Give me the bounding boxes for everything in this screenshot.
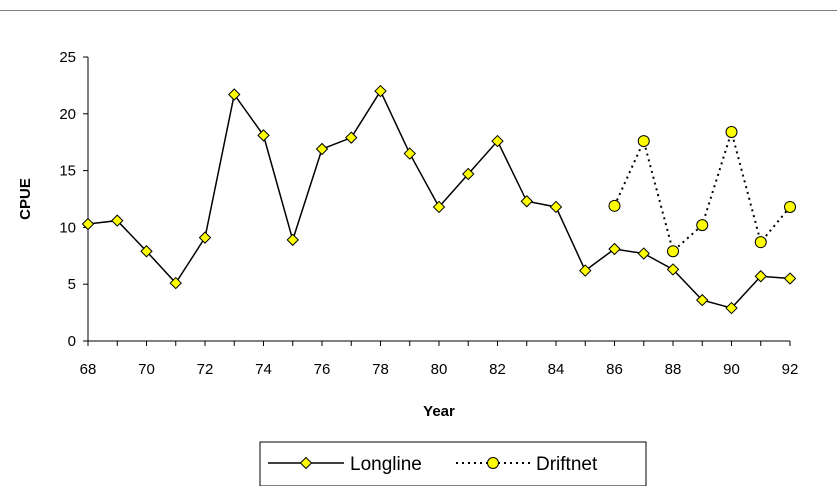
driftnet-point — [725, 125, 738, 138]
y-tick-label: 25 — [59, 49, 76, 66]
driftnet-point — [667, 245, 679, 258]
x-tick-label: 74 — [255, 361, 272, 378]
x-tick-label: 68 — [80, 361, 97, 378]
longline-point — [286, 233, 299, 247]
legend-items: Longline Driftnet — [268, 454, 598, 475]
longline-point — [754, 270, 767, 283]
longline-point — [81, 217, 95, 231]
legend-driftnet-swatch-marker — [487, 457, 499, 469]
longline-point — [257, 129, 270, 142]
longline-point — [608, 242, 621, 256]
x-tick-label: 80 — [431, 361, 448, 378]
legend-driftnet-label: Driftnet — [536, 454, 598, 475]
y-tick-label: 15 — [59, 163, 76, 180]
driftnet-point — [784, 200, 796, 213]
axes — [87, 57, 790, 342]
longline-point — [228, 88, 241, 101]
legend: Longline Driftnet — [259, 441, 647, 486]
x-tick-label: 88 — [665, 361, 682, 378]
series-markers — [81, 84, 797, 315]
x-axis-title: Year — [423, 403, 455, 420]
longline-point — [140, 245, 153, 258]
legend-box — [259, 441, 647, 486]
longline-point — [315, 142, 329, 156]
longline-point — [403, 147, 416, 160]
x-tick-label: 78 — [372, 361, 389, 378]
longline-point — [783, 272, 797, 285]
longline-series-line — [87, 89, 791, 309]
y-tick-label: 10 — [59, 219, 76, 236]
x-tick-label: 86 — [606, 361, 623, 378]
driftnet-point — [696, 219, 709, 232]
y-tick-label: 20 — [59, 106, 76, 123]
longline-point — [491, 134, 504, 148]
legend-longline-label: Longline — [350, 454, 422, 475]
longline-point — [169, 276, 182, 290]
longline-point — [696, 293, 709, 307]
longline-point — [520, 195, 533, 208]
longline-point — [111, 214, 124, 227]
longline-point — [462, 167, 475, 181]
legend-longline-swatch-marker — [299, 456, 313, 470]
driftnet-point — [608, 199, 621, 212]
driftnet-point — [637, 135, 650, 148]
longline-point — [725, 301, 738, 315]
longline-point — [345, 131, 358, 144]
x-tick-label: 82 — [489, 361, 506, 378]
x-tick-label: 84 — [548, 361, 565, 378]
x-tick-label: 92 — [782, 361, 799, 378]
longline-point — [637, 247, 650, 260]
driftnet-series-line — [613, 128, 791, 254]
y-tick-label: 5 — [68, 276, 76, 293]
longline-point — [374, 84, 387, 98]
longline-point — [432, 200, 446, 214]
longline-point — [549, 200, 563, 214]
x-tick-label: 90 — [723, 361, 740, 378]
series-lines — [87, 89, 791, 309]
longline-point — [666, 263, 680, 276]
axis-ticks: 0 5 10 15 20 25 68 70 72 74 76 78 80 82 84 86 88 90 92 — [59, 49, 798, 378]
y-axis-title: CPUE — [17, 178, 34, 220]
x-tick-label: 72 — [197, 361, 214, 378]
driftnet-point — [754, 236, 767, 249]
x-tick-label: 76 — [314, 361, 331, 378]
longline-point — [198, 231, 212, 244]
longline-point — [579, 264, 592, 277]
x-tick-label: 70 — [138, 361, 155, 378]
y-tick-label: 0 — [68, 333, 76, 350]
